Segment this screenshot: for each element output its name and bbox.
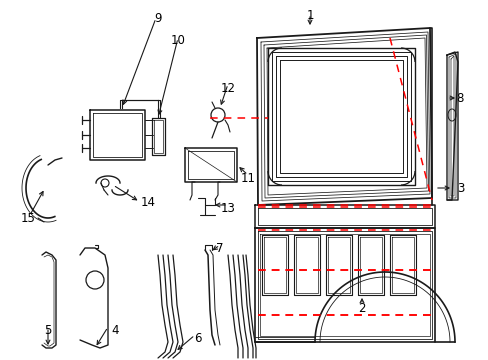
Text: 9: 9	[154, 12, 162, 24]
Text: 5: 5	[44, 324, 52, 337]
Text: 7: 7	[216, 242, 224, 255]
Text: 11: 11	[240, 171, 255, 185]
Text: 4: 4	[111, 324, 119, 337]
Text: 6: 6	[194, 332, 202, 345]
Text: 14: 14	[140, 195, 155, 208]
Text: 12: 12	[220, 81, 235, 95]
Text: 13: 13	[220, 202, 235, 215]
Text: 3: 3	[456, 181, 464, 194]
Text: 10: 10	[170, 33, 185, 46]
Text: 8: 8	[455, 91, 463, 104]
Text: 2: 2	[358, 302, 365, 315]
Text: 15: 15	[20, 212, 35, 225]
Text: 1: 1	[305, 9, 313, 22]
